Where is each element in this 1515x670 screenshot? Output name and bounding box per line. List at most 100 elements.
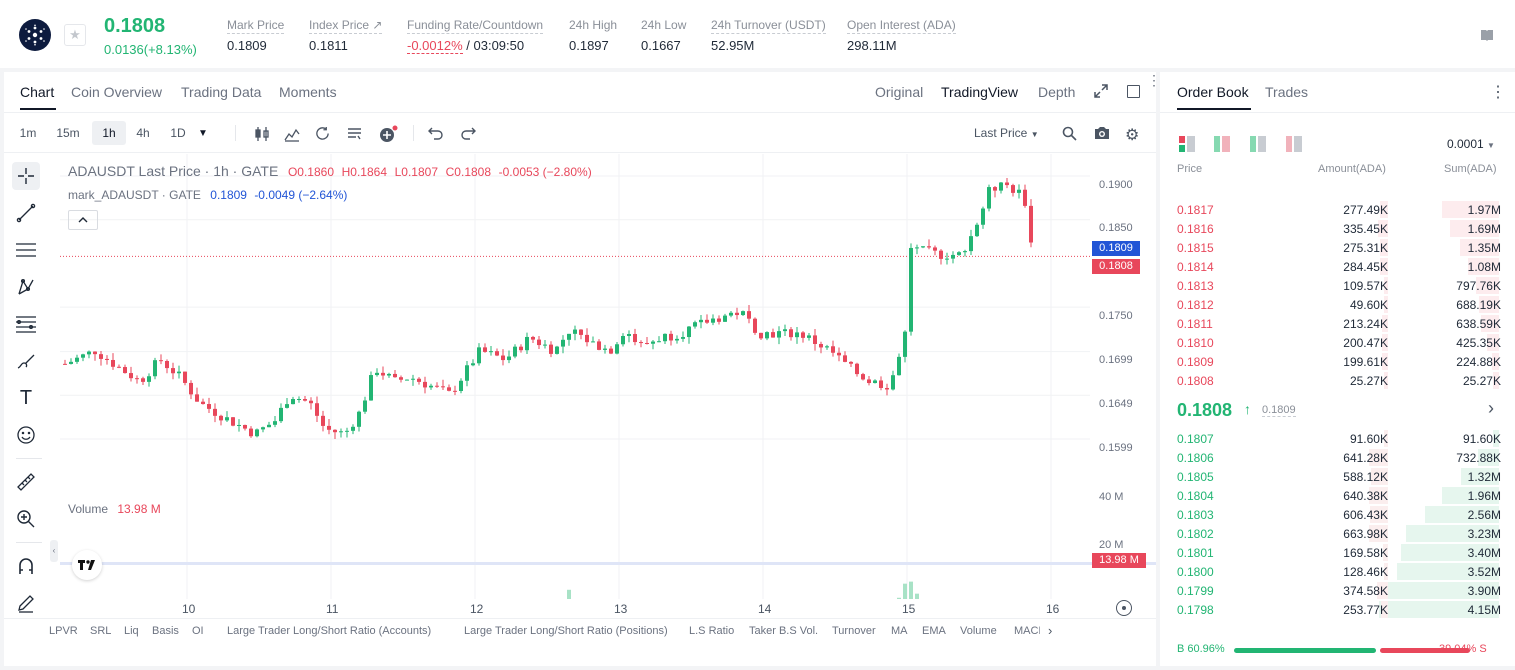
horizontal-lines-icon[interactable] <box>12 236 40 264</box>
candle-body <box>171 368 175 374</box>
ask-amount-bar <box>1382 353 1388 370</box>
view-bids-icon[interactable] <box>1214 136 1230 152</box>
indicator-srl[interactable]: SRL <box>90 625 112 637</box>
indicator-large-trader-positions[interactable]: Large Trader Long/Short Ratio (Positions… <box>464 625 668 637</box>
bid-row[interactable]: 0.1805 588.12K 1.32M <box>1160 467 1515 486</box>
ask-row[interactable]: 0.1817 277.49K 1.97M <box>1160 200 1515 219</box>
view-both-icon[interactable] <box>1179 136 1195 152</box>
view-depth[interactable]: Depth <box>1038 84 1076 100</box>
indicator-turnover[interactable]: Turnover <box>832 625 876 637</box>
star-icon[interactable]: ★ <box>64 24 86 46</box>
indicator-oi[interactable]: OI <box>192 625 204 637</box>
candle-body <box>885 387 889 390</box>
bid-price: 0.1801 <box>1177 546 1214 560</box>
indicator-basis[interactable]: Basis <box>152 625 179 637</box>
bid-row[interactable]: 0.1804 640.38K 1.96M <box>1160 486 1515 505</box>
candle-body <box>549 344 553 354</box>
timeframe-1m[interactable]: 1m <box>19 126 37 140</box>
ask-row[interactable]: 0.1814 284.45K 1.08M <box>1160 257 1515 276</box>
indicator-volume[interactable]: Volume <box>960 625 997 637</box>
ask-row[interactable]: 0.1810 200.47K 425.35K <box>1160 333 1515 352</box>
chevron-right-icon[interactable]: › <box>1048 623 1053 638</box>
text-icon[interactable]: T <box>19 386 33 409</box>
ask-row[interactable]: 0.1813 109.57K 797.76K <box>1160 276 1515 295</box>
view-trades-icon[interactable] <box>1286 136 1302 152</box>
collapse-legend-button[interactable] <box>68 210 98 230</box>
trend-line-icon[interactable] <box>12 199 40 227</box>
candle-body <box>1005 182 1009 186</box>
emoji-icon[interactable] <box>12 421 40 449</box>
collapse-toolbar-tab[interactable]: ‹ <box>50 540 58 562</box>
view-original[interactable]: Original <box>875 84 924 100</box>
indicator-ma[interactable]: MA <box>891 625 908 637</box>
indicator-ema[interactable]: EMA <box>922 625 946 637</box>
brush-icon[interactable] <box>12 347 40 375</box>
ask-row[interactable]: 0.1816 335.45K 1.69M <box>1160 219 1515 238</box>
bid-row[interactable]: 0.1798 253.77K 4.15M <box>1160 600 1515 619</box>
view-tradingview[interactable]: TradingView <box>941 84 1019 100</box>
tab-order-book[interactable]: Order Book <box>1177 84 1249 100</box>
camera-icon[interactable] <box>1094 126 1110 145</box>
magnet-icon[interactable] <box>12 552 40 580</box>
gear-icon[interactable]: ⚙ <box>1125 127 1140 144</box>
more-icon[interactable]: ⋮ <box>1147 72 1161 88</box>
bid-row[interactable]: 0.1800 128.46K 3.52M <box>1160 562 1515 581</box>
price-type-select[interactable]: Last Price ▼ <box>974 126 1039 140</box>
precision-select[interactable]: 0.0001 ▼ <box>1447 137 1495 151</box>
timeframe-1h[interactable]: 1h <box>92 121 126 145</box>
candles-icon[interactable] <box>254 126 270 147</box>
timeframe-15m[interactable]: 15m <box>56 126 80 140</box>
search-icon[interactable] <box>1062 126 1077 146</box>
chevron-down-icon[interactable]: ▼ <box>198 128 208 139</box>
pencil-icon[interactable] <box>12 589 40 617</box>
ask-row[interactable]: 0.1811 213.24K 638.59K <box>1160 314 1515 333</box>
crosshair-icon[interactable] <box>12 162 40 190</box>
settings-icon[interactable] <box>1116 600 1132 616</box>
ask-row[interactable]: 0.1808 25.27K 25.27K <box>1160 371 1515 390</box>
bid-row[interactable]: 0.1801 169.58K 3.40M <box>1160 543 1515 562</box>
pattern-icon[interactable] <box>12 273 40 301</box>
bid-row[interactable]: 0.1799 374.58K 3.90M <box>1160 581 1515 600</box>
template-icon[interactable] <box>347 127 362 146</box>
view-asks-icon[interactable] <box>1250 136 1266 152</box>
bid-row[interactable]: 0.1806 641.28K 732.88K <box>1160 448 1515 467</box>
indicator-macd[interactable]: MACD <box>1014 625 1040 637</box>
mid-price[interactable]: 0.1808 <box>1177 400 1233 420</box>
window-icon[interactable] <box>1127 85 1140 98</box>
indicator-icon[interactable] <box>284 126 300 147</box>
price-axis-label: 0.1699 <box>1099 354 1133 366</box>
more-icon[interactable]: ⋮ <box>1490 84 1506 101</box>
chevron-right-icon[interactable]: › <box>1488 398 1494 418</box>
replay-icon[interactable] <box>315 126 330 146</box>
indicator-large-trader-accounts[interactable]: Large Trader Long/Short Ratio (Accounts) <box>227 625 432 637</box>
undo-icon[interactable] <box>428 127 444 145</box>
add-alert-icon[interactable] <box>379 125 399 148</box>
indicator-lpvr[interactable]: LPVR <box>49 625 78 637</box>
bid-row[interactable]: 0.1803 606.43K 2.56M <box>1160 505 1515 524</box>
tab-chart[interactable]: Chart <box>20 84 55 100</box>
fullscreen-icon[interactable] <box>1094 84 1108 103</box>
timeframe-1d[interactable]: 1D <box>170 126 186 140</box>
indicator-taker-vol[interactable]: Taker B.S Vol. <box>749 625 819 637</box>
indicator-liq[interactable]: Liq <box>124 625 139 637</box>
indicator-bar-divider <box>4 618 1156 619</box>
timeframe-4h[interactable]: 4h <box>136 126 150 140</box>
book-icon[interactable] <box>1480 28 1494 41</box>
tab-trades[interactable]: Trades <box>1265 84 1309 100</box>
ask-row[interactable]: 0.1812 49.60K 688.19K <box>1160 295 1515 314</box>
bid-row[interactable]: 0.1807 91.60K 91.60K <box>1160 429 1515 448</box>
tab-moments[interactable]: Moments <box>279 84 337 100</box>
tab-coin-overview[interactable]: Coin Overview <box>71 84 163 100</box>
bid-row[interactable]: 0.1802 663.98K 3.23M <box>1160 524 1515 543</box>
fib-icon[interactable] <box>12 310 40 338</box>
zoom-in-icon[interactable] <box>12 505 40 533</box>
ask-row[interactable]: 0.1815 275.31K 1.35M <box>1160 238 1515 257</box>
candle-body <box>867 379 871 384</box>
redo-icon[interactable] <box>460 127 476 145</box>
tab-trading-data[interactable]: Trading Data <box>181 84 262 100</box>
ruler-icon[interactable] <box>12 468 40 496</box>
index-price-label[interactable]: Index Price ↗ <box>309 18 383 34</box>
indicator-ls-ratio[interactable]: L.S Ratio <box>689 625 735 637</box>
price-chart[interactable] <box>60 154 1156 599</box>
ask-row[interactable]: 0.1809 199.61K 224.88K <box>1160 352 1515 371</box>
